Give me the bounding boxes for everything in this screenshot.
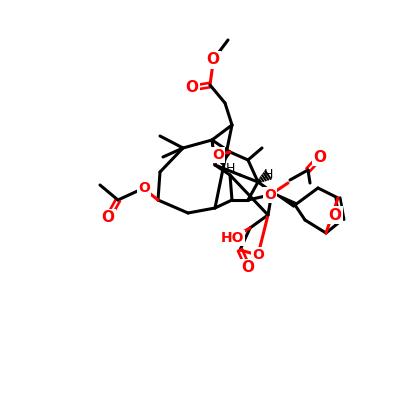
Text: O: O	[102, 210, 114, 226]
Text: H: H	[263, 168, 273, 182]
Text: O: O	[206, 52, 220, 68]
Text: O: O	[314, 150, 326, 164]
Text: O: O	[212, 148, 224, 162]
Polygon shape	[272, 192, 296, 207]
Text: H: H	[225, 162, 235, 174]
Text: HO: HO	[220, 231, 244, 245]
Text: O: O	[252, 248, 264, 262]
Text: O: O	[242, 260, 254, 276]
Text: O: O	[328, 208, 342, 222]
Text: O: O	[138, 181, 150, 195]
Text: O: O	[264, 188, 276, 202]
Text: O: O	[186, 80, 198, 96]
